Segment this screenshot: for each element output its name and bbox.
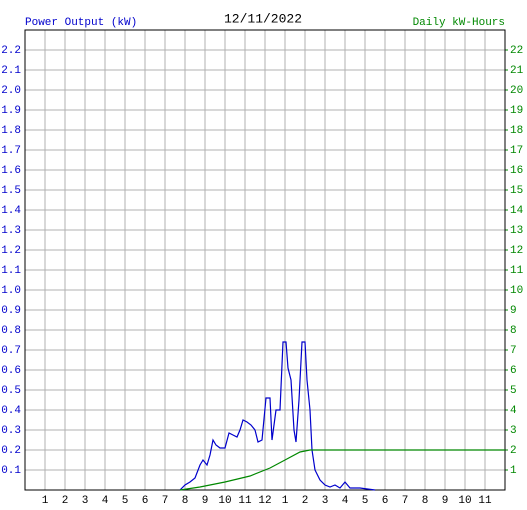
y2-tick-label: 6 [510,365,517,377]
y2-tick-label: 18 [510,125,523,137]
x-tick-label: 10 [218,495,231,507]
y2-tick-label: 17 [510,145,523,157]
y2-tick-label: 4 [510,405,517,417]
y2-tick-label: 22 [510,45,523,57]
x-tick-label: 3 [322,495,329,507]
x-tick-label: 3 [82,495,89,507]
y-tick-label: 1.3 [1,225,21,237]
y2-axis-label: Daily kW-Hours [413,17,505,29]
x-tick-label: 2 [62,495,69,507]
y-tick-label: 0.6 [1,365,21,377]
y2-tick-label: 8 [510,325,517,337]
y2-tick-label: 14 [510,205,524,217]
y2-tick-label: 7 [510,345,517,357]
plot-border [24,29,506,491]
y-tick-label: 0.2 [1,445,21,457]
x-tick-label: 7 [402,495,409,507]
y-tick-label: 0.9 [1,305,21,317]
y-tick-label: 0.1 [1,465,21,477]
x-tick-label: 10 [458,495,471,507]
y-tick-label: 2.2 [1,45,21,57]
y-tick-label: 0.4 [1,405,21,417]
x-tick-label: 11 [238,495,252,507]
y2-tick-label: 5 [510,385,517,397]
x-tick-label: 6 [142,495,149,507]
x-tick-label: 4 [342,495,349,507]
x-tick-label: 2 [302,495,309,507]
y2-tick-label: 21 [510,65,524,77]
y-tick-label: 0.3 [1,425,21,437]
y2-tick-label: 2 [510,445,517,457]
y2-tick-label: 10 [510,285,523,297]
x-tick-label: 8 [422,495,429,507]
y2-tick-label: 1 [510,465,517,477]
y2-tick-label: 19 [510,105,523,117]
y-tick-label: 1.2 [1,245,21,257]
y-tick-label: 1.0 [1,285,21,297]
x-tick-label: 4 [102,495,109,507]
x-tick-label: 5 [362,495,369,507]
x-tick-label: 12 [258,495,271,507]
data-line [179,341,376,491]
y2-tick-label: 11 [510,265,524,277]
y-tick-label: 1.1 [1,265,21,277]
x-tick-label: 7 [162,495,169,507]
x-tick-label: 9 [442,495,449,507]
x-tick-label: 9 [202,495,209,507]
y-tick-label: 1.4 [1,205,21,217]
y-tick-label: 1.9 [1,105,21,117]
y-tick-label: 2.0 [1,85,21,97]
y2-tick-label: 12 [510,245,523,257]
y2-tick-label: 16 [510,165,523,177]
y-tick-label: 1.7 [1,145,21,157]
y2-tick-label: 13 [510,225,523,237]
y-tick-label: 1.5 [1,185,21,197]
y2-tick-label: 3 [510,425,517,437]
y2-tick-label: 20 [510,85,523,97]
y-tick-label: 0.5 [1,385,21,397]
y-tick-label: 1.6 [1,165,21,177]
y2-tick-label: 9 [510,305,517,317]
x-tick-label: 1 [282,495,289,507]
y-tick-label: 1.8 [1,125,21,137]
x-tick-label: 1 [42,495,49,507]
y-axis-label: Power Output (kW) [25,17,137,29]
x-tick-label: 8 [182,495,189,507]
y-tick-label: 0.8 [1,325,21,337]
data-line [179,449,505,491]
x-tick-label: 5 [122,495,129,507]
y2-tick-label: 15 [510,185,523,197]
y-tick-label: 2.1 [1,65,21,77]
y-tick-label: 0.7 [1,345,21,357]
chart-title: 12/11/2022 [224,11,302,26]
x-tick-label: 6 [382,495,389,507]
x-tick-label: 11 [478,495,492,507]
